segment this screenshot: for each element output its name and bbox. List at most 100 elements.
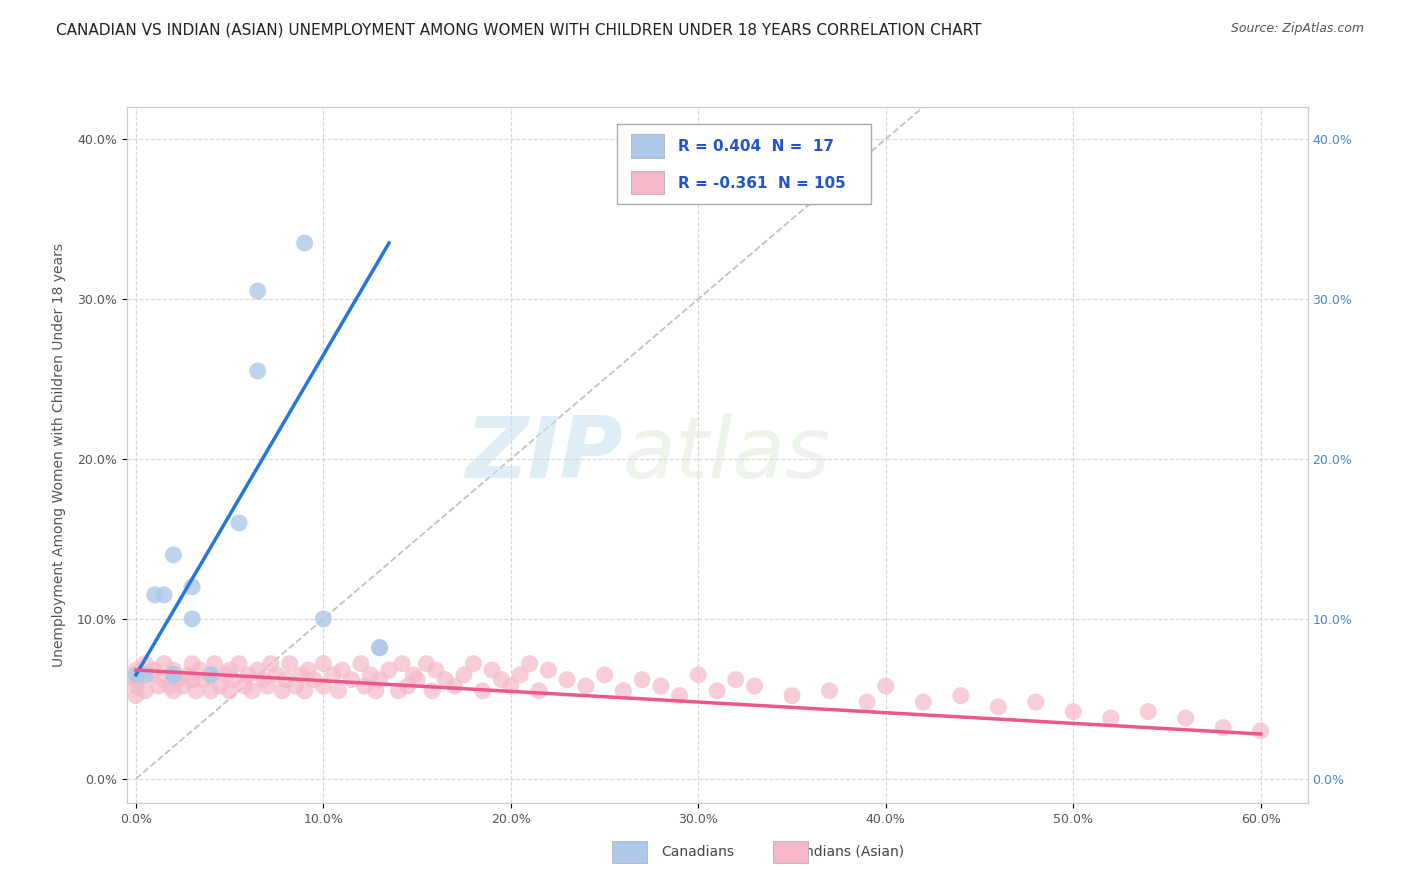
Point [949,689,972,703]
Point [204,657,226,671]
Point [593,668,616,682]
Point [481,663,503,677]
Y-axis label: Unemployment Among Women with Children Under 18 years: Unemployment Among Women with Children U… [52,243,66,667]
Point [1174,711,1197,725]
Point [387,683,409,698]
Point [139,668,162,682]
Point [359,668,381,682]
Point [631,673,654,687]
Point [134,657,156,671]
Point [1212,721,1234,735]
Point [340,673,363,687]
Point [312,612,335,626]
Point [172,679,194,693]
Text: atlas: atlas [623,413,831,497]
Point [312,679,335,693]
Point [297,663,319,677]
Point [162,683,184,698]
Point [143,588,166,602]
Point [402,668,425,682]
Point [125,663,148,677]
Text: R = 0.404  N =  17: R = 0.404 N = 17 [678,139,834,154]
Point [162,663,184,677]
Point [350,657,373,671]
Point [368,640,391,655]
Point [818,683,841,698]
Point [744,679,766,693]
Point [330,663,353,677]
Point [177,668,200,682]
Point [125,689,148,703]
Point [162,548,184,562]
FancyBboxPatch shape [631,170,664,194]
Point [875,679,897,693]
Point [294,683,316,698]
Point [148,679,170,693]
Point [252,673,274,687]
Point [188,663,211,677]
Point [391,657,413,671]
Point [378,663,401,677]
Point [125,679,148,693]
Point [125,673,148,687]
Point [159,679,181,693]
Point [228,657,250,671]
Point [368,640,391,655]
Point [200,683,222,698]
Point [434,673,457,687]
Point [215,668,238,682]
Text: Source: ZipAtlas.com: Source: ZipAtlas.com [1230,22,1364,36]
Point [471,683,494,698]
Point [353,679,375,693]
Point [200,668,222,682]
Point [780,689,803,703]
Point [271,683,294,698]
Point [527,683,550,698]
Point [134,683,156,698]
Point [143,663,166,677]
Point [193,673,215,687]
Point [302,673,325,687]
Point [420,683,443,698]
Point [246,663,269,677]
FancyBboxPatch shape [617,124,870,204]
Point [537,663,560,677]
Point [1137,705,1160,719]
FancyBboxPatch shape [631,135,664,158]
Point [706,683,728,698]
Point [222,673,245,687]
Point [612,683,634,698]
Point [1250,723,1272,738]
Point [228,516,250,530]
Point [443,679,465,693]
Point [463,657,485,671]
Point [181,580,204,594]
Text: R = -0.361  N = 105: R = -0.361 N = 105 [678,176,846,191]
Point [668,689,690,703]
Point [1025,695,1047,709]
Point [491,673,513,687]
Text: CANADIAN VS INDIAN (ASIAN) UNEMPLOYMENT AMONG WOMEN WITH CHILDREN UNDER 18 YEARS: CANADIAN VS INDIAN (ASIAN) UNEMPLOYMENT … [56,22,981,37]
Point [499,679,522,693]
Point [724,673,747,687]
Point [415,657,437,671]
Point [184,683,207,698]
Point [218,663,240,677]
Point [364,683,387,698]
Point [987,699,1010,714]
Point [233,679,256,693]
Point [181,673,204,687]
Point [153,657,176,671]
Point [181,657,204,671]
Point [162,668,184,682]
Point [453,668,475,682]
Point [162,668,184,682]
Point [555,673,578,687]
Point [290,668,312,682]
Point [406,673,429,687]
Point [200,668,222,682]
Point [181,612,204,626]
Point [125,668,148,682]
Point [912,695,935,709]
Point [246,284,269,298]
